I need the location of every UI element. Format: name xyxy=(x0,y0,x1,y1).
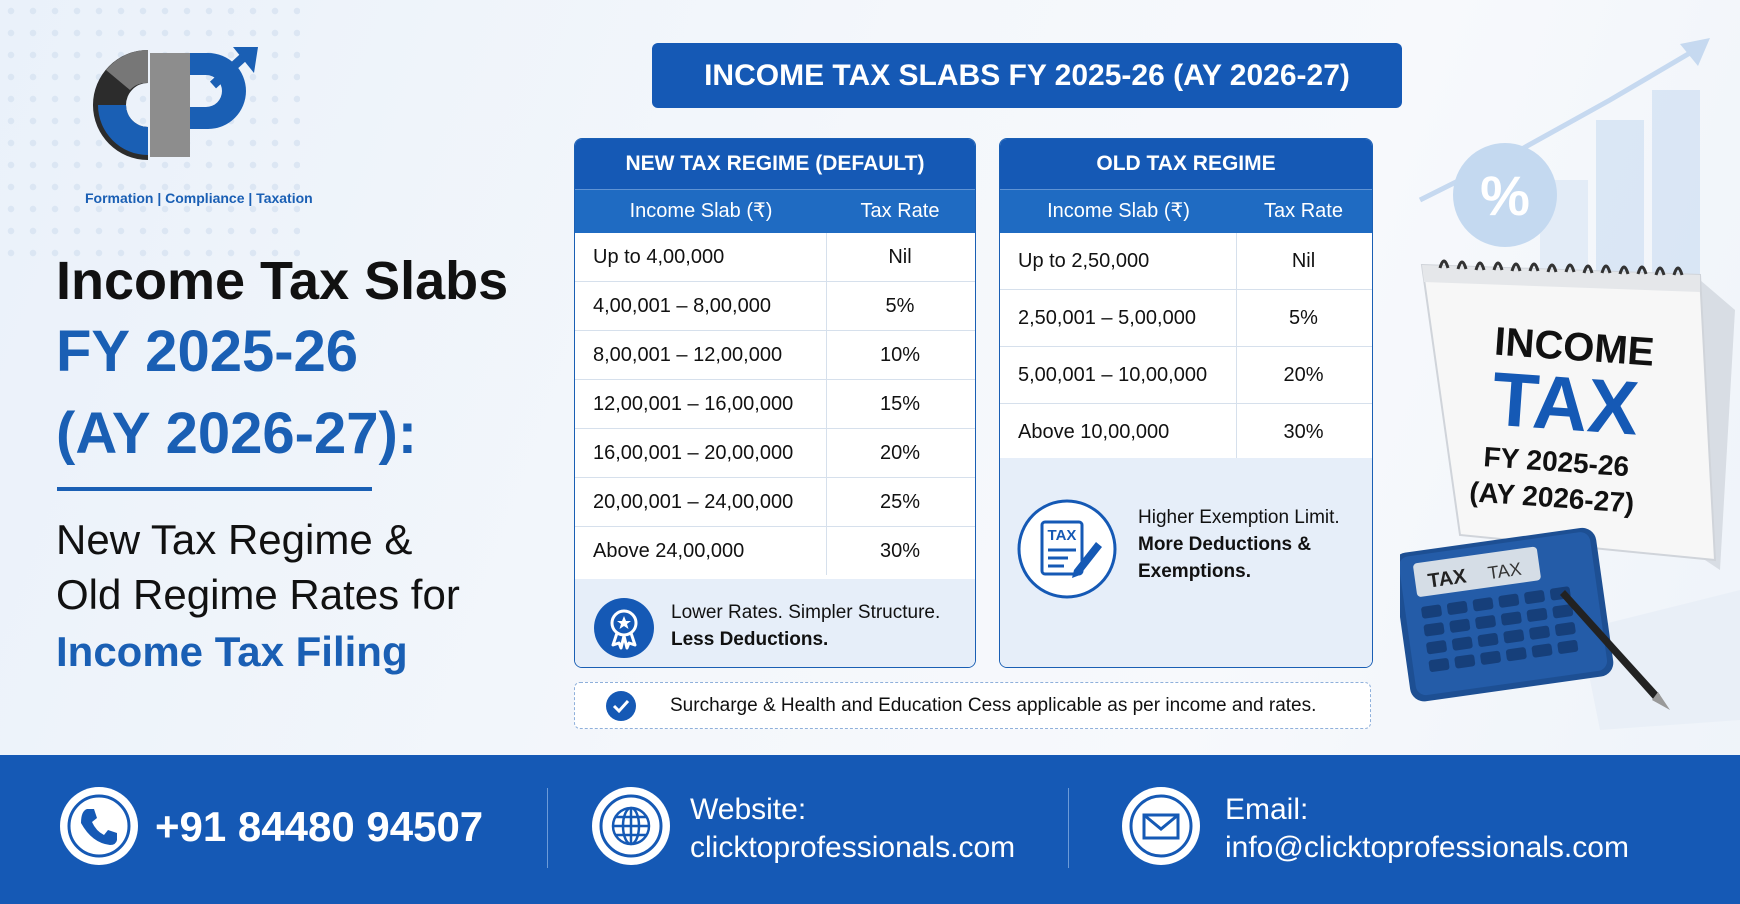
old-regime-summary-text: Higher Exemption Limit. More Deductions … xyxy=(1138,504,1340,585)
main-title-banner: INCOME TAX SLABS FY 2025-26 (AY 2026-27) xyxy=(652,43,1402,108)
table-row: 16,00,001 – 20,00,000 20% xyxy=(575,429,975,478)
rate-cell: 10% xyxy=(879,343,921,366)
rate-cell: 30% xyxy=(1283,420,1324,443)
tax-document-label: TAX xyxy=(1048,527,1077,544)
column-header-rate: Tax Rate xyxy=(860,200,940,222)
table-row: 2,50,001 – 5,00,000 5% xyxy=(1000,290,1372,347)
old-regime-summary: TAX Higher Exemption Limit. More Deducti… xyxy=(1000,458,1372,667)
rate-cell: Nil xyxy=(1291,249,1316,272)
calculator-display: TAX xyxy=(1487,559,1523,583)
slab-cell: 4,00,001 – 8,00,000 xyxy=(575,282,827,330)
old-regime-panel: OLD TAX REGIME Income Slab (₹) Tax Rate … xyxy=(999,138,1373,668)
globe-icon xyxy=(592,787,670,865)
tax-document-icon: TAX xyxy=(1017,499,1117,599)
summary-line1: Higher Exemption Limit. xyxy=(1138,507,1340,528)
old-regime-column-headers: Income Slab (₹) Tax Rate xyxy=(1000,189,1372,233)
mail-icon xyxy=(1122,787,1200,865)
new-regime-column-headers: Income Slab (₹) Tax Rate xyxy=(575,189,975,233)
table-row: 20,00,001 – 24,00,000 25% xyxy=(575,478,975,527)
slab-cell: Up to 2,50,000 xyxy=(1000,233,1237,289)
website-link[interactable]: clicktoprofessionals.com xyxy=(690,831,1016,864)
column-header-slab: Income Slab (₹) xyxy=(1047,200,1190,222)
old-regime-title: OLD TAX REGIME xyxy=(1000,139,1372,189)
phone-number[interactable]: +91 84480 94507 xyxy=(155,803,484,850)
table-row: Above 10,00,000 30% xyxy=(1000,404,1372,461)
footer-divider xyxy=(1068,788,1069,868)
table-row: 12,00,001 – 16,00,000 15% xyxy=(575,380,975,429)
page-title-line3: (AY 2026-27): xyxy=(56,401,418,466)
summary-line3: Exemptions. xyxy=(1138,561,1251,582)
award-badge-icon xyxy=(594,598,654,658)
slab-cell: Above 24,00,000 xyxy=(575,527,827,575)
new-regime-title: NEW TAX REGIME (DEFAULT) xyxy=(575,139,975,189)
table-row: Up to 2,50,000 Nil xyxy=(1000,233,1372,290)
calendar-tax-text: TAX xyxy=(1489,357,1641,452)
page-title-line1: Income Tax Slabs xyxy=(56,251,509,311)
rate-cell: Nil xyxy=(888,245,912,268)
slab-cell: 12,00,001 – 16,00,000 xyxy=(575,380,827,428)
table-row: Above 24,00,000 30% xyxy=(575,527,975,575)
table-row: Up to 4,00,000 Nil xyxy=(575,233,975,282)
percent-icon: % xyxy=(1480,164,1530,227)
summary-line2: Less Deductions. xyxy=(671,629,829,650)
slab-cell: Above 10,00,000 xyxy=(1000,404,1237,460)
rate-cell: 20% xyxy=(1283,363,1324,386)
rate-cell: 25% xyxy=(879,490,921,513)
phone-icon xyxy=(60,787,138,865)
column-header-rate: Tax Rate xyxy=(1264,200,1343,222)
column-header-slab: Income Slab (₹) xyxy=(629,200,773,222)
rate-cell: 5% xyxy=(885,294,915,317)
table-row: 5,00,001 – 10,00,000 20% xyxy=(1000,347,1372,404)
tax-illustration: % INCOME TAX FY 2025-26 (AY 2026-27) xyxy=(1393,30,1740,735)
brand-tagline: Formation | Compliance | Taxation xyxy=(85,190,313,206)
page-title-line2: FY 2025-26 xyxy=(56,319,359,384)
email-link[interactable]: info@clicktoprofessionals.com xyxy=(1225,831,1629,864)
subtitle-line1: New Tax Regime & xyxy=(56,516,413,563)
rate-cell: 20% xyxy=(879,441,921,464)
table-row: 8,00,001 – 12,00,000 10% xyxy=(575,331,975,380)
summary-line1: Lower Rates. Simpler Structure. xyxy=(671,602,941,623)
summary-line2: More Deductions & xyxy=(1138,534,1312,555)
new-regime-summary-text: Lower Rates. Simpler Structure. Less Ded… xyxy=(671,599,940,653)
slab-cell: 5,00,001 – 10,00,000 xyxy=(1000,347,1237,403)
rate-cell: 5% xyxy=(1289,306,1318,329)
check-circle-icon xyxy=(606,691,636,721)
table-row: 4,00,001 – 8,00,000 5% xyxy=(575,282,975,331)
email-label: Email: xyxy=(1225,793,1309,826)
slab-cell: 20,00,001 – 24,00,000 xyxy=(575,478,827,526)
footer-divider xyxy=(547,788,548,868)
contact-footer: +91 84480 94507 Website: clicktoprofessi… xyxy=(0,755,1740,904)
website-label: Website: xyxy=(690,793,807,826)
subtitle-line2: Old Regime Rates for xyxy=(56,571,460,618)
calendar-calculator-graphic: % INCOME TAX FY 2025-26 (AY 2026-27) xyxy=(1393,38,1740,730)
calculator-label: TAX xyxy=(1427,565,1469,592)
new-regime-panel: NEW TAX REGIME (DEFAULT) Income Slab (₹)… xyxy=(574,138,976,668)
cess-note: Surcharge & Health and Education Cess ap… xyxy=(574,682,1371,729)
rate-cell: 30% xyxy=(879,539,921,562)
slab-cell: 8,00,001 – 12,00,000 xyxy=(575,331,827,379)
slab-cell: Up to 4,00,000 xyxy=(575,233,827,281)
rate-cell: 15% xyxy=(879,392,921,415)
slab-cell: 16,00,001 – 20,00,000 xyxy=(575,429,827,477)
title-divider xyxy=(57,487,372,491)
brand-logo xyxy=(88,45,263,170)
subtitle-line3: Income Tax Filing xyxy=(56,628,408,675)
cess-note-text: Surcharge & Health and Education Cess ap… xyxy=(670,695,1317,716)
new-regime-summary: Lower Rates. Simpler Structure. Less Ded… xyxy=(575,579,975,667)
slab-cell: 2,50,001 – 5,00,000 xyxy=(1000,290,1237,346)
